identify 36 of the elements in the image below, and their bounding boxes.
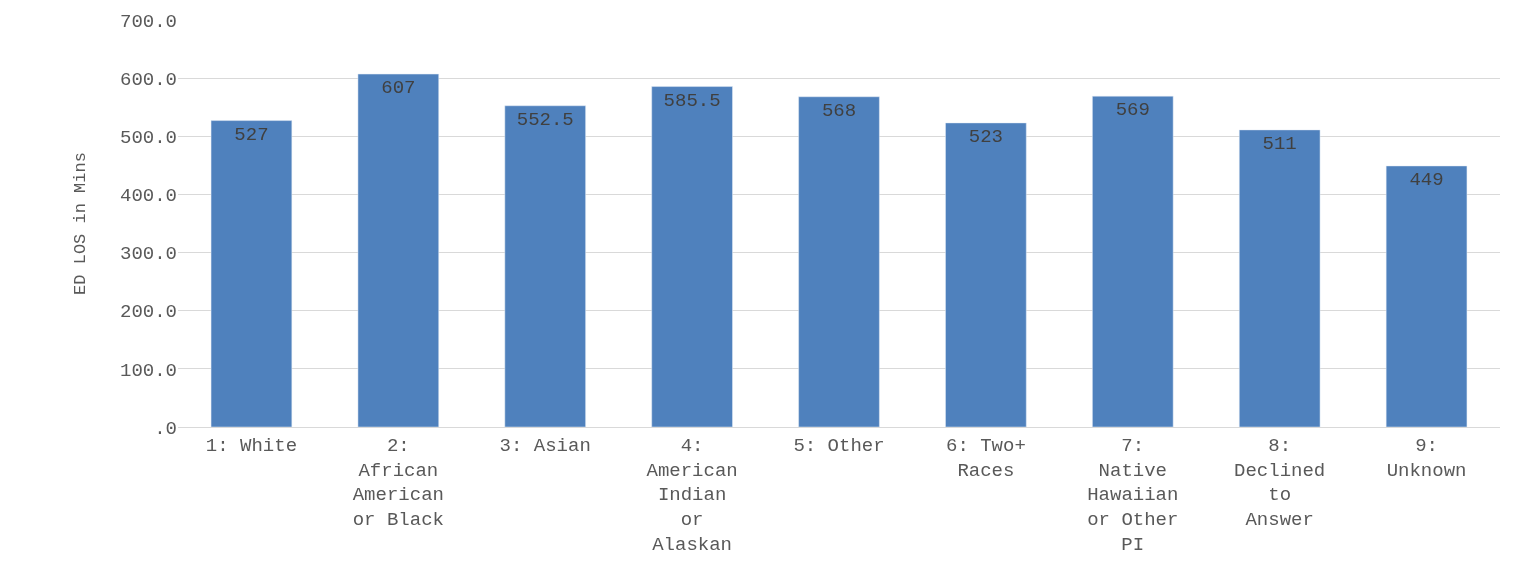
x-tick-label: 9: Unknown [1386, 434, 1467, 482]
bar [798, 96, 880, 427]
y-tick-label: 500.0 [119, 126, 177, 149]
x-tick-label: 3: Asian [499, 434, 591, 457]
x-tick-label: 6: Two+ Races [945, 434, 1026, 482]
y-tick-label: 200.0 [119, 301, 177, 324]
bar [357, 73, 439, 427]
bar [651, 86, 733, 427]
data-label: 552.5 [516, 108, 574, 131]
x-tick-label: 8: Declined to Answer [1234, 434, 1326, 531]
y-tick-label: 700.0 [119, 10, 177, 33]
y-tick-label: 300.0 [119, 243, 177, 266]
data-label: 568 [821, 99, 857, 122]
x-tick-label: 5: Other [793, 434, 885, 457]
bar [945, 122, 1027, 427]
x-tick-label: 4: American Indian or Alaskan [646, 434, 738, 556]
data-label: 585.5 [663, 89, 721, 112]
y-axis-title: ED LOS in Mins [70, 152, 90, 295]
data-label: 511 [1262, 132, 1297, 155]
y-tick-label: .0 [154, 417, 177, 440]
data-label: 569 [1115, 99, 1150, 122]
x-tick-label: 7: Native Hawaiian or Other PI [1087, 434, 1179, 556]
x-tick-label: 2: African American or Black [352, 434, 444, 531]
data-label: 449 [1409, 168, 1444, 191]
data-label: 527 [234, 123, 269, 146]
bar [1092, 95, 1174, 427]
bar [1385, 165, 1468, 427]
x-tick-label: 1: White [205, 434, 298, 457]
bar [210, 120, 293, 427]
y-tick-label: 100.0 [119, 359, 177, 382]
data-label: 607 [381, 77, 416, 100]
bar [1239, 129, 1321, 427]
y-tick-label: 600.0 [119, 68, 177, 91]
data-label: 523 [968, 125, 1003, 148]
y-tick-label: 400.0 [119, 185, 177, 208]
bar [504, 105, 586, 427]
